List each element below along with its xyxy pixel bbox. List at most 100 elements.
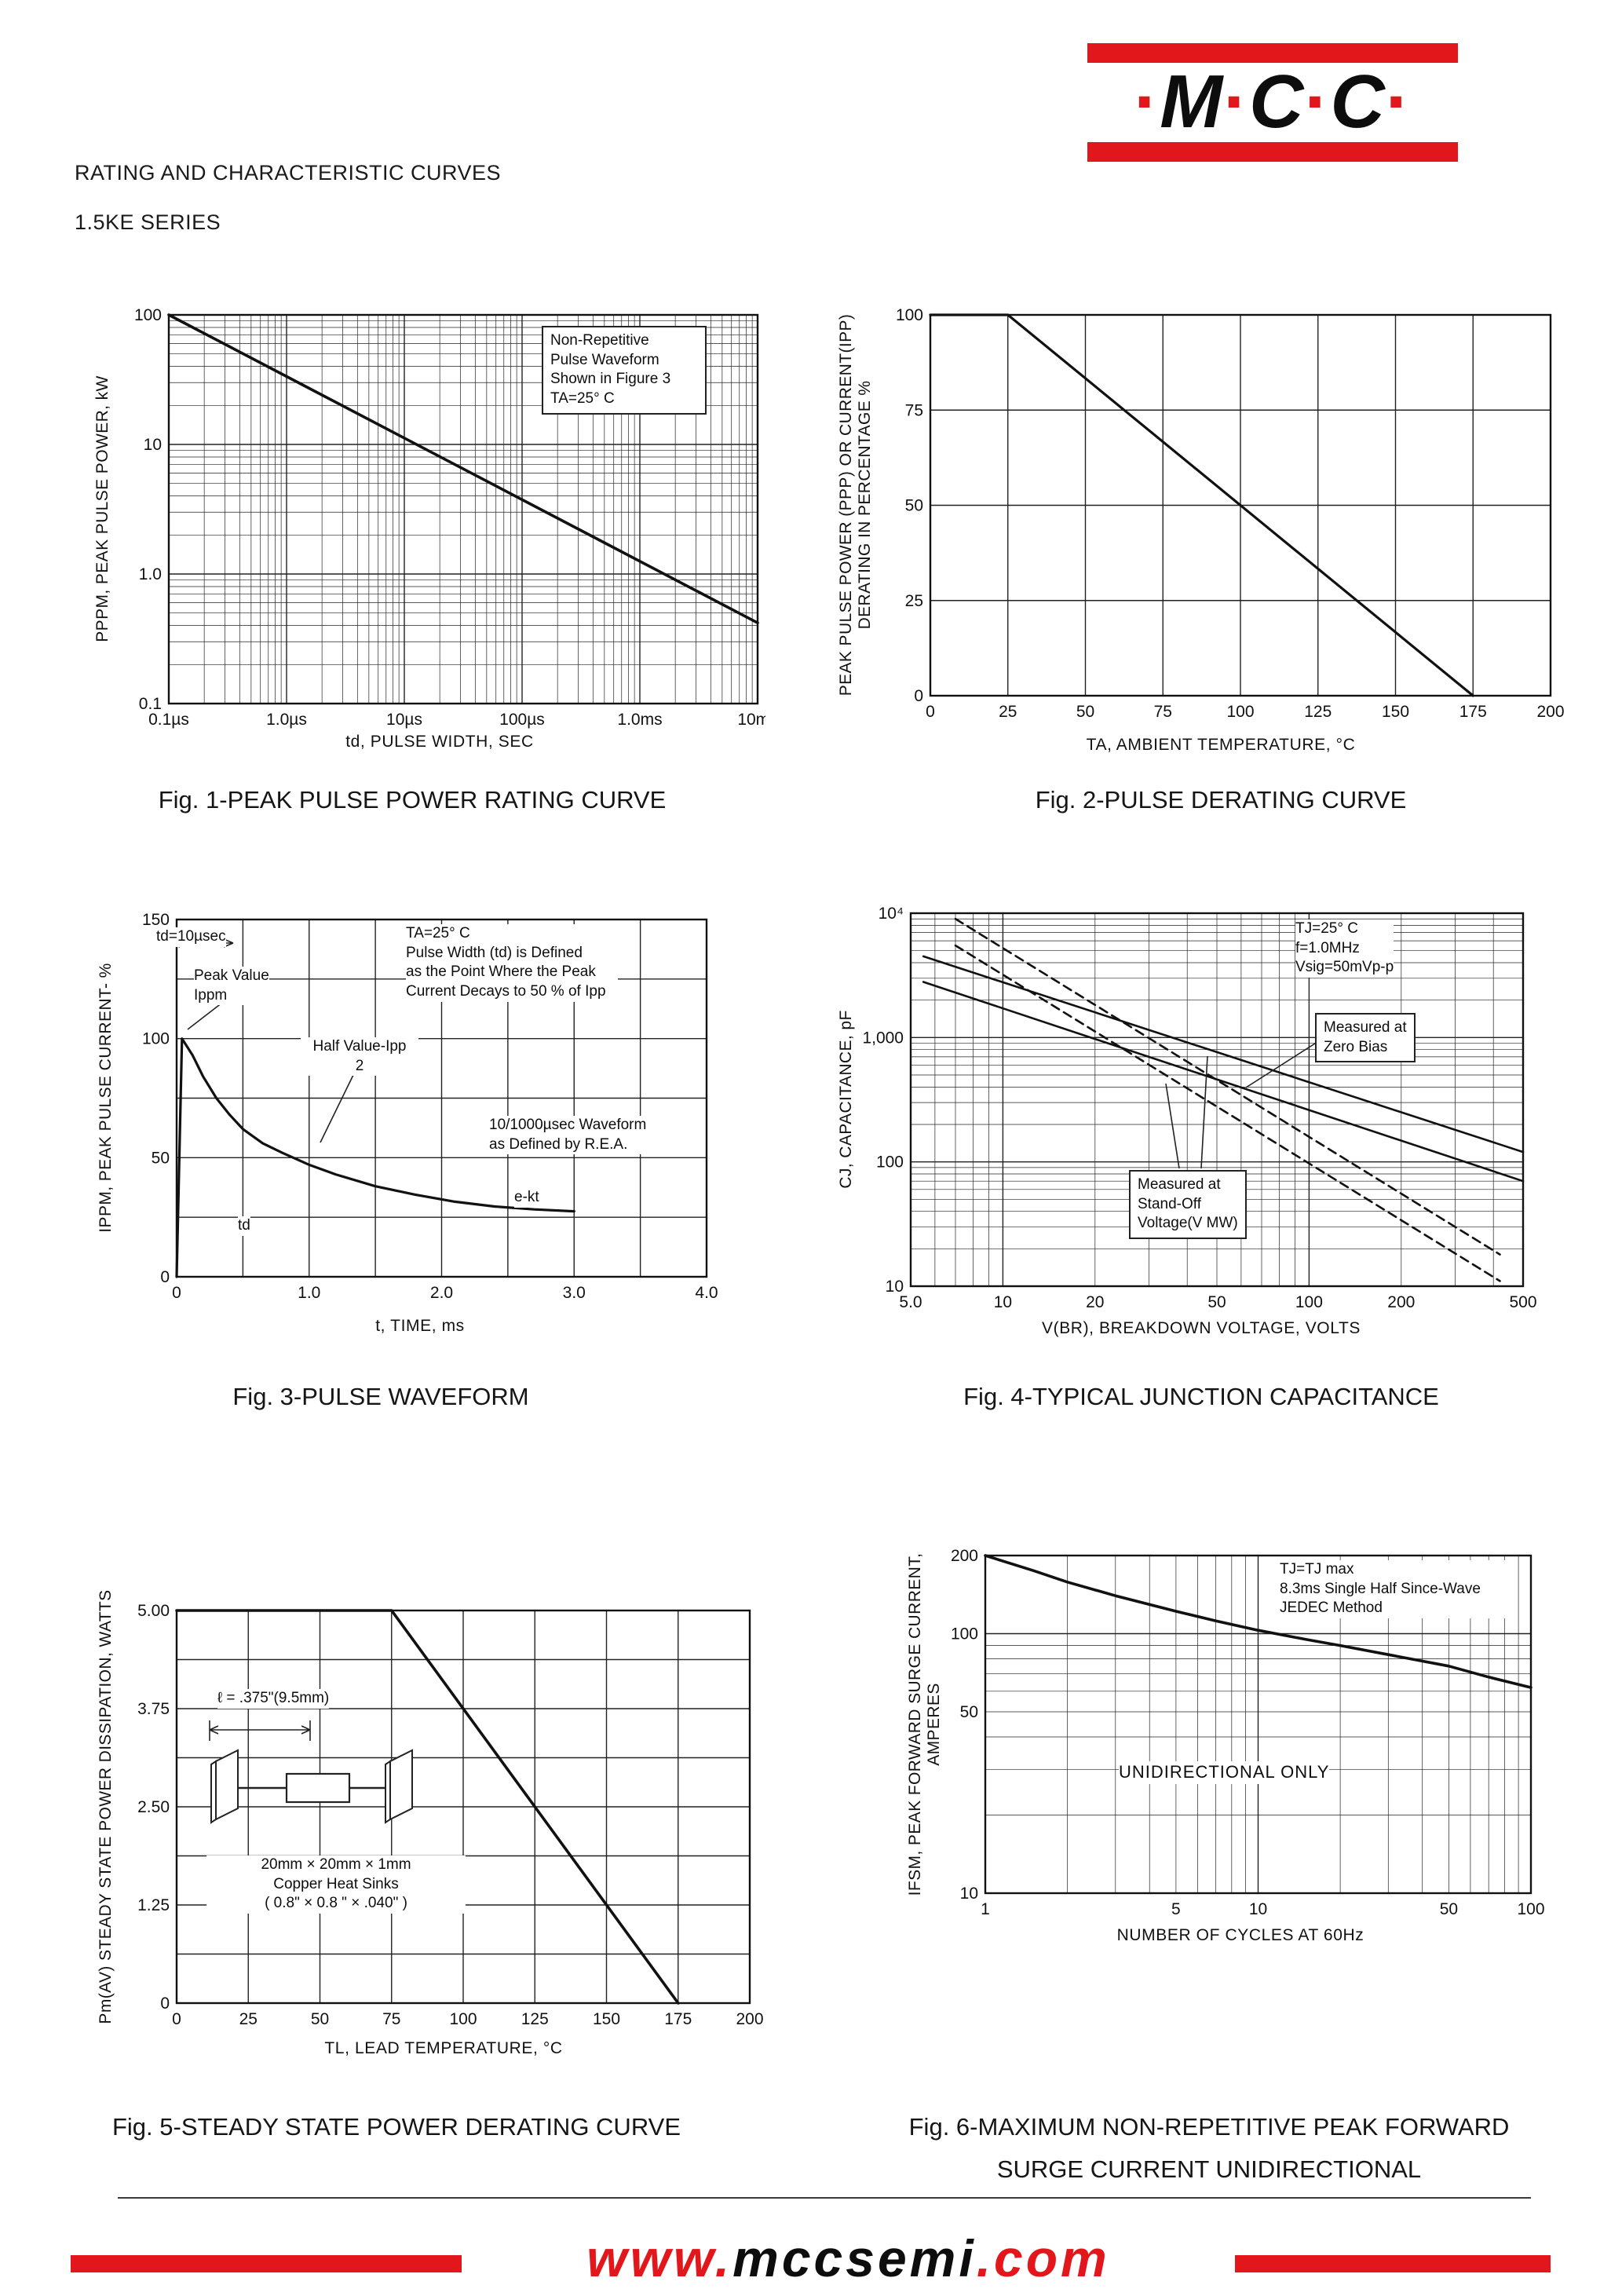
svg-text:100: 100 [1517,1900,1544,1918]
svg-text:75: 75 [1154,703,1172,721]
svg-text:200: 200 [736,2010,763,2028]
footer-left-bar [71,2255,462,2272]
svg-text:100: 100 [951,1625,978,1643]
fig4-y-axis-title: CJ, CAPACITANCE, pF [837,1010,855,1189]
fig4-caption: Fig. 4-TYPICAL JUNCTION CAPACITANCE [963,1383,1439,1410]
fig5-caption: Fig. 5-STEADY STATE POWER DERATING CURVE [111,2113,681,2141]
svg-text:1.0µs: 1.0µs [266,711,307,729]
svg-text:10⁴: 10⁴ [879,905,904,923]
svg-text:25: 25 [905,592,923,610]
fig4-standoff-note: Measured at Stand-Off Voltage(V MW) [1129,1170,1247,1240]
fig1-waveform-note: Non-Repetitive Pulse Waveform Shown in F… [542,326,707,415]
figure-4-junction-capacitance: CJ, CAPACITANCE, pF 5.0 10 20 50 100 200 500 10… [837,899,1547,1382]
fig2-x-axis-title: TA, AMBIENT TEMPERATURE, °C [1086,736,1356,754]
figure-5-power-derating: Pm(AV) STEADY STATE POWER DISSIPATION, W… [97,1589,765,2108]
fig3-rea-note: 10/1000µsec Waveform as Defined by R.E.A… [489,1116,647,1155]
fig2-y-axis-title: PEAK PULSE POWER (PPP) OR CURRENT(IPP) D… [837,313,874,696]
svg-text:50: 50 [152,1149,170,1167]
svg-text:100: 100 [1295,1293,1323,1311]
fig3-plot: 0 1.0 2.0 3.0 4.0 0 50 100 150 [142,911,718,1302]
fig1-caption: Fig. 1-PEAK PULSE POWER RATING CURVE [158,786,667,813]
logo-bottom-bar [1087,141,1458,162]
svg-text:175: 175 [1459,703,1487,721]
svg-text:1.25: 1.25 [137,1896,170,1914]
fig3-decay-note: e-kt [514,1188,539,1208]
footer-right-bar [1235,2255,1551,2272]
svg-text:10: 10 [960,1885,978,1903]
svg-text:0.1: 0.1 [139,695,162,713]
svg-text:150: 150 [593,2010,620,2028]
svg-text:1.0ms: 1.0ms [617,711,662,729]
svg-text:10ms: 10ms [737,711,765,729]
svg-text:1: 1 [981,1900,990,1918]
page-series-name: 1.5KE SERIES [75,210,221,234]
fig5-heatsink-note: 20mm × 20mm × 1mm Copper Heat Sinks ( 0.… [206,1855,466,1914]
fig3-x-axis-title: t, TIME, ms [375,1317,465,1335]
fig3-caption: Fig. 3-PULSE WAVEFORM [232,1383,529,1410]
svg-text:150: 150 [1382,703,1409,721]
fig2-plot: 0 25 50 75 100 125 150 175 200 0 25 50 75 100 [896,306,1565,721]
logo-letter-m: M [1160,60,1224,144]
svg-text:100: 100 [142,1030,170,1048]
svg-text:100: 100 [1226,703,1254,721]
svg-text:500: 500 [1509,1293,1536,1311]
fig5-lead-length-note: ℓ = .375"(9.5mm) [217,1689,330,1709]
logo-dot: · [1385,60,1412,144]
svg-text:0: 0 [160,1994,170,2013]
logo-dot: · [1304,60,1331,144]
figure-2-pulse-derating: PEAK PULSE POWER (PPP) OR CURRENT(IPP) D… [837,302,1570,793]
svg-text:25: 25 [239,2010,258,2028]
svg-text:3.0: 3.0 [563,1284,586,1302]
svg-text:10: 10 [886,1278,904,1296]
svg-text:100: 100 [876,1153,904,1172]
svg-text:200: 200 [951,1547,978,1565]
svg-text:75: 75 [382,2010,400,2028]
footer-divider [118,2197,1531,2199]
fig5-x-axis-title: TL, LEAD TEMPERATURE, °C [324,2039,563,2057]
fig5-plot: 0 25 50 75 100 125 150 175 200 0 1.25 2.50 3.75 5.00 [137,1602,763,2028]
svg-text:1,000: 1,000 [862,1029,904,1047]
fig3-definition-note: TA=25° C Pulse Width (td) is Defined as … [406,924,618,1002]
fig3-td-width-note: td=10µsec [156,927,226,947]
svg-text:5.00: 5.00 [137,1602,170,1620]
svg-text:150: 150 [142,911,170,929]
svg-text:2.50: 2.50 [137,1798,170,1816]
fig4-x-axis-title: V(BR), BREAKDOWN VOLTAGE, VOLTS [1042,1319,1361,1337]
svg-text:50: 50 [311,2010,329,2028]
svg-text:100µs: 100µs [499,711,545,729]
svg-text:100: 100 [134,306,162,324]
footer-www: www. [586,2229,733,2287]
figure-1-peak-pulse-power: PPPM, PEAK PULSE POWER, kW 0.1µs 1.0µs 10µ… [93,302,773,789]
logo-dot: · [1223,60,1250,144]
fig6-conditions-note: TJ=TJ max 8.3ms Single Half Since-Wave J… [1280,1560,1515,1619]
svg-text:0: 0 [172,1284,181,1302]
fig3-td-label: td [238,1216,250,1236]
footer-tld: .com [976,2229,1110,2287]
fig6-caption: Fig. 6-MAXIMUM NON-REPETITIVE PEAK FORWA… [908,2113,1510,2184]
svg-text:100: 100 [896,306,923,324]
fig5-y-axis-title: Pm(AV) STEADY STATE POWER DISSIPATION, W… [97,1589,115,2024]
logo-letter-c2: C [1330,60,1386,144]
mcc-logo: ·M·C·C· [1087,43,1458,162]
fig1-plot: 0.1µs 1.0µs 10µs 100µs 1.0ms 10ms 100 10 1.0 0.1 [134,306,765,729]
svg-text:10: 10 [1249,1900,1267,1918]
logo-dot: · [1134,60,1160,144]
fig2-caption: Fig. 2-PULSE DERATING CURVE [1035,786,1407,813]
fig4-zero-bias-note: Measured at Zero Bias [1315,1013,1416,1063]
svg-text:0: 0 [160,1268,170,1286]
svg-text:0: 0 [926,703,935,721]
svg-text:0.1µs: 0.1µs [148,711,189,729]
svg-text:0: 0 [172,2010,181,2028]
svg-text:125: 125 [1304,703,1332,721]
svg-text:75: 75 [905,401,923,419]
svg-text:50: 50 [1076,703,1094,721]
svg-text:125: 125 [521,2010,549,2028]
svg-text:50: 50 [960,1703,978,1721]
fig3-peak-value-note: Peak Value Ippm [194,967,269,1006]
page-title: RATING AND CHARACTERISTIC CURVES [75,161,502,185]
svg-text:4.0: 4.0 [695,1284,718,1302]
svg-text:175: 175 [664,2010,692,2028]
footer-url: www.mccsemi.com [462,2228,1235,2288]
svg-text:0: 0 [914,687,923,705]
fig4-conditions-note: TJ=25° C f=1.0MHz Vsig=50mVp-p [1295,919,1394,978]
